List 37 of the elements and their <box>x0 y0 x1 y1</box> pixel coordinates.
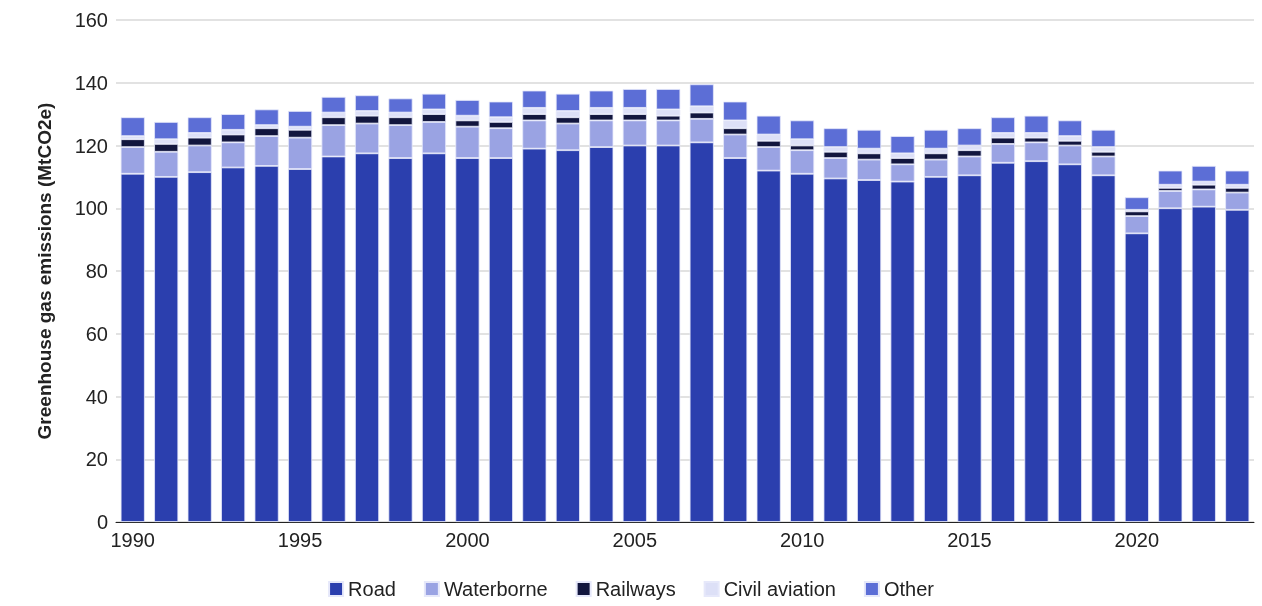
legend-label: Other <box>883 578 935 600</box>
y-tick-label: 160 <box>74 9 108 31</box>
y-tick-label: 40 <box>85 385 108 408</box>
bar <box>1091 129 1116 148</box>
legend-label: Railways <box>595 578 676 600</box>
bar <box>488 101 513 118</box>
y-tick-label: 20 <box>85 448 108 471</box>
x-tick-label: 2010 <box>779 529 825 551</box>
y-axis-title: Greenhouse gas emissions (MtCO2e) <box>34 102 55 440</box>
y-tick-label: 80 <box>85 260 108 282</box>
bar <box>120 117 145 137</box>
bar <box>1158 170 1183 185</box>
bar <box>1191 165 1216 182</box>
x-tick-label: 2015 <box>947 529 992 551</box>
x-tick-label: 1995 <box>277 529 323 551</box>
bar <box>957 128 982 146</box>
bar <box>1124 197 1149 210</box>
legend-label: Road <box>348 578 396 600</box>
y-tick-label: 0 <box>96 511 108 533</box>
y-tick-label: 60 <box>85 322 108 345</box>
bar <box>288 110 313 127</box>
bar <box>154 121 179 140</box>
legend-label: Waterborne <box>443 578 548 600</box>
y-tick-label: 100 <box>74 197 108 220</box>
y-tick-label: 140 <box>74 71 108 94</box>
bar <box>1057 120 1082 137</box>
bar <box>254 109 279 126</box>
x-tick-label: 2020 <box>1114 529 1160 551</box>
x-tick-label: 2005 <box>612 529 658 551</box>
legend-label: Civil aviation <box>723 578 836 600</box>
x-tick-label: 1990 <box>110 529 155 551</box>
bar <box>890 136 915 154</box>
x-tick-label: 2000 <box>445 529 490 551</box>
bar <box>1225 170 1250 185</box>
bar <box>823 128 848 148</box>
bar <box>421 93 447 110</box>
y-tick-label: 120 <box>74 134 108 157</box>
